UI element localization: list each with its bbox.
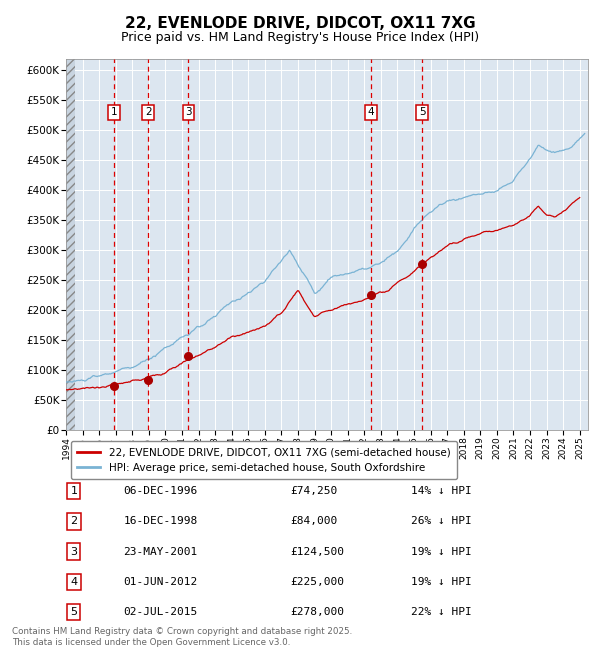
Text: 23-MAY-2001: 23-MAY-2001 [124, 547, 197, 556]
Text: 02-JUL-2015: 02-JUL-2015 [124, 607, 197, 617]
Text: 14% ↓ HPI: 14% ↓ HPI [410, 486, 471, 497]
Text: 3: 3 [70, 547, 77, 556]
Text: 06-DEC-1996: 06-DEC-1996 [124, 486, 197, 497]
Text: 5: 5 [70, 607, 77, 617]
Text: 16-DEC-1998: 16-DEC-1998 [124, 517, 197, 526]
Text: Contains HM Land Registry data © Crown copyright and database right 2025.
This d: Contains HM Land Registry data © Crown c… [12, 627, 352, 647]
Text: £74,250: £74,250 [290, 486, 338, 497]
Legend: 22, EVENLODE DRIVE, DIDCOT, OX11 7XG (semi-detached house), HPI: Average price, : 22, EVENLODE DRIVE, DIDCOT, OX11 7XG (se… [71, 441, 457, 479]
Text: £124,500: £124,500 [290, 547, 344, 556]
Text: £225,000: £225,000 [290, 577, 344, 587]
Text: 22% ↓ HPI: 22% ↓ HPI [410, 607, 471, 617]
Bar [66, 58, 75, 430]
Text: 19% ↓ HPI: 19% ↓ HPI [410, 547, 471, 556]
Text: £278,000: £278,000 [290, 607, 344, 617]
Text: 19% ↓ HPI: 19% ↓ HPI [410, 577, 471, 587]
Text: 22, EVENLODE DRIVE, DIDCOT, OX11 7XG: 22, EVENLODE DRIVE, DIDCOT, OX11 7XG [125, 16, 475, 31]
Text: 1: 1 [111, 107, 118, 118]
Text: 3: 3 [185, 107, 192, 118]
Text: 4: 4 [368, 107, 374, 118]
Text: Price paid vs. HM Land Registry's House Price Index (HPI): Price paid vs. HM Land Registry's House … [121, 31, 479, 44]
Text: 5: 5 [419, 107, 425, 118]
Text: 1: 1 [70, 486, 77, 497]
Text: 01-JUN-2012: 01-JUN-2012 [124, 577, 197, 587]
Text: 26% ↓ HPI: 26% ↓ HPI [410, 517, 471, 526]
Text: 2: 2 [70, 517, 77, 526]
Text: 4: 4 [70, 577, 77, 587]
Text: £84,000: £84,000 [290, 517, 338, 526]
Text: 2: 2 [145, 107, 152, 118]
